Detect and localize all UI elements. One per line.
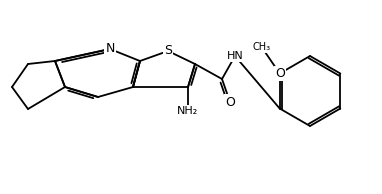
Text: S: S <box>164 44 172 57</box>
Text: HN: HN <box>227 51 243 61</box>
Text: CH₃: CH₃ <box>253 42 271 53</box>
Text: NH₂: NH₂ <box>177 106 199 116</box>
Text: N: N <box>105 42 115 55</box>
Text: O: O <box>225 95 235 108</box>
Text: O: O <box>275 67 285 80</box>
